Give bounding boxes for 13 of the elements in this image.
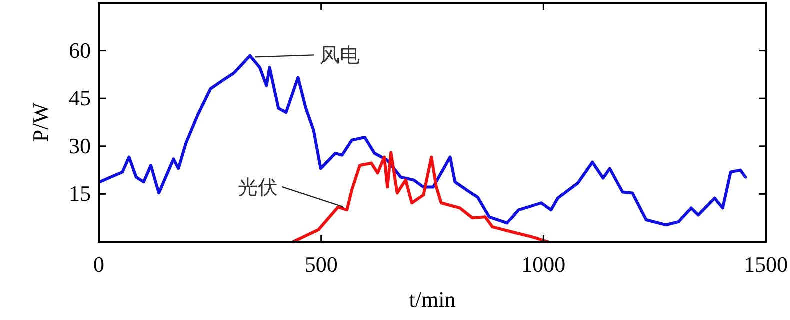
x-tick-label: 500 xyxy=(304,252,338,277)
y-axis-title: P/W xyxy=(28,102,53,142)
y-tick-label: 15 xyxy=(69,181,91,206)
x-tick-label: 0 xyxy=(94,252,104,277)
y-tick-label: 60 xyxy=(69,38,91,63)
line-series xyxy=(292,151,550,244)
x-tick-label: 1000 xyxy=(522,252,566,277)
annotation: 光伏 xyxy=(238,174,278,199)
x-axis-title: t/min xyxy=(409,287,456,312)
y-tick-label: 45 xyxy=(69,86,91,111)
x-tick-label: 1500 xyxy=(744,252,788,277)
annotation: 风电 xyxy=(320,43,360,68)
y-tick-label: 30 xyxy=(69,133,91,158)
